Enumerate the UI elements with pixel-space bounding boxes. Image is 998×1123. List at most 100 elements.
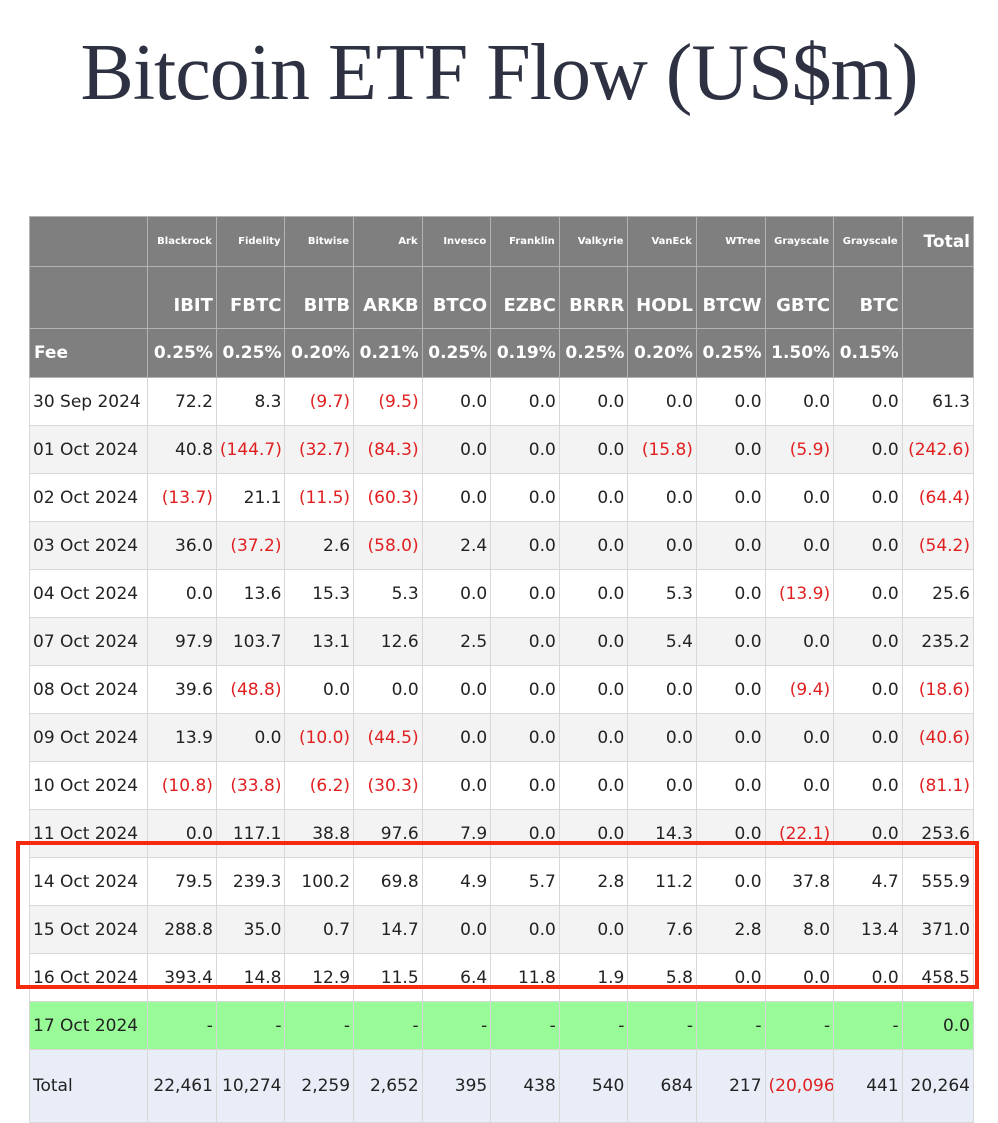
flow-cell: (5.9) (764, 425, 835, 474)
table-body: 30 Sep 2024 72.2 8.3 (9.7) (9.5) 0.0 0.0 0.0 0.0… (28, 377, 975, 1123)
ticker-header: HODL (627, 266, 697, 329)
flow-cell: 38.8 (284, 809, 355, 858)
flow-cell: 8.3 (215, 377, 286, 426)
row-total-cell: (242.6) (901, 425, 975, 474)
table-row: 30 Sep 2024 72.2 8.3 (9.7) (9.5) 0.0 0.0 0.0 0.0… (28, 377, 975, 426)
flow-cell: 0.0 (558, 713, 629, 762)
flow-cell: 72.2 (147, 377, 217, 426)
flow-cell: 0.0 (764, 953, 835, 1002)
date-cell: 14 Oct 2024 (28, 857, 149, 906)
table-row: 04 Oct 2024 0.0 13.6 15.3 5.3 0.0 0.0 0.0 5.3 0.0… (28, 569, 975, 618)
flow-cell: 0.0 (421, 473, 492, 522)
flow-cell: 0.0 (627, 761, 697, 810)
flow-cell: 13.9 (147, 713, 217, 762)
flow-cell: 0.0 (558, 521, 629, 570)
flow-cell: 2,652 (353, 1049, 423, 1123)
flow-cell: 0.0 (421, 377, 492, 426)
flow-cell: 2.8 (695, 905, 766, 954)
issuer-header: Valkyrie (558, 216, 629, 267)
flow-cell: 239.3 (215, 857, 286, 906)
flow-cell: 0.0 (833, 713, 903, 762)
table-row: 11 Oct 2024 0.0 117.1 38.8 97.6 7.9 0.0 0.0 14.3… (28, 809, 975, 858)
flow-cell: 0.0 (558, 425, 629, 474)
ticker-header: ARKB (353, 266, 423, 329)
flow-cell: 13.4 (833, 905, 903, 954)
flow-cell: 2.4 (421, 521, 492, 570)
flow-cell: 0.0 (764, 713, 835, 762)
flow-cell: 7.9 (421, 809, 492, 858)
flow-cell: 0.0 (490, 809, 560, 858)
flow-cell: 438 (490, 1049, 560, 1123)
table-row: 09 Oct 2024 13.9 0.0 (10.0) (44.5) 0.0 0.0 0.0 0… (28, 713, 975, 762)
fee-value: 0.25% (695, 328, 766, 378)
flow-cell: 0.0 (490, 665, 560, 714)
issuer-header: Grayscale (764, 216, 835, 267)
flow-cell: 0.0 (833, 425, 903, 474)
flow-cell: - (490, 1001, 560, 1050)
flow-cell: 0.0 (558, 761, 629, 810)
issuer-header: WTree (695, 216, 766, 267)
flow-cell: 0.0 (695, 617, 766, 666)
flow-cell: 0.0 (627, 521, 697, 570)
date-cell: 03 Oct 2024 (28, 521, 149, 570)
table-row: 01 Oct 2024 40.8 (144.7) (32.7) (84.3) 0.0 0.0… (28, 425, 975, 474)
issuer-header: Ark (353, 216, 423, 267)
table-row: 07 Oct 2024 97.9 103.7 13.1 12.6 2.5 0.0 0.0 5.4… (28, 617, 975, 666)
flow-cell: 5.3 (353, 569, 423, 618)
row-total-cell: (18.6) (901, 665, 975, 714)
table-row: 14 Oct 2024 79.5 239.3 100.2 69.8 4.9 5.7 2.8 11… (28, 857, 975, 906)
flow-cell: 395 (421, 1049, 492, 1123)
flow-cell: - (284, 1001, 355, 1050)
flow-cell: (33.8) (215, 761, 286, 810)
flow-cell: 0.0 (627, 665, 697, 714)
fee-total-cell (901, 328, 975, 378)
flow-cell: 0.0 (353, 665, 423, 714)
table-row: 15 Oct 2024 288.8 35.0 0.7 14.7 0.0 0.0 0.0 7.6 2… (28, 905, 975, 954)
flow-cell: 0.0 (490, 905, 560, 954)
row-total-cell: (64.4) (901, 473, 975, 522)
flow-cell: 0.0 (627, 713, 697, 762)
flow-cell: 0.0 (695, 809, 766, 858)
flow-cell: 10,274 (215, 1049, 286, 1123)
table-row: 08 Oct 2024 39.6 (48.8) 0.0 0.0 0.0 0.0 0.0 0.0 0… (28, 665, 975, 714)
table-row: 10 Oct 2024 (10.8) (33.8) (6.2) (30.3) 0.0 0.0… (28, 761, 975, 810)
date-cell: 15 Oct 2024 (28, 905, 149, 954)
flow-cell: 2.6 (284, 521, 355, 570)
ticker-header: FBTC (215, 266, 286, 329)
flow-cell: (11.5) (284, 473, 355, 522)
flow-cell: (6.2) (284, 761, 355, 810)
ticker-header: IBIT (147, 266, 217, 329)
flow-cell: 0.0 (421, 665, 492, 714)
flow-cell: - (215, 1001, 286, 1050)
flow-cell: (13.7) (147, 473, 217, 522)
row-total-cell: 555.9 (901, 857, 975, 906)
flow-cell: 393.4 (147, 953, 217, 1002)
flow-cell: 0.0 (833, 521, 903, 570)
flow-cell: 37.8 (764, 857, 835, 906)
flow-cell: 0.0 (695, 665, 766, 714)
flow-cell: 14.7 (353, 905, 423, 954)
flow-cell: (60.3) (353, 473, 423, 522)
flow-cell: 11.2 (627, 857, 697, 906)
date-cell: 02 Oct 2024 (28, 473, 149, 522)
flow-cell: 0.0 (421, 905, 492, 954)
flow-cell: 12.6 (353, 617, 423, 666)
flow-cell: 0.0 (833, 617, 903, 666)
issuer-header: Invesco (421, 216, 492, 267)
flow-cell: 4.7 (833, 857, 903, 906)
flow-cell: 5.7 (490, 857, 560, 906)
ticker-header-row: IBIT FBTC BITB ARKB BTCO EZBC BRRR HODL … (28, 266, 975, 329)
flow-cell: 21.1 (215, 473, 286, 522)
flow-cell: 103.7 (215, 617, 286, 666)
flow-cell: 0.0 (490, 761, 560, 810)
flow-cell: 0.0 (558, 473, 629, 522)
flow-cell: 0.0 (764, 377, 835, 426)
date-cell: 30 Sep 2024 (28, 377, 149, 426)
page-title: Bitcoin ETF Flow (US$m) (80, 29, 918, 117)
date-cell: 07 Oct 2024 (28, 617, 149, 666)
flow-cell: 1.9 (558, 953, 629, 1002)
flow-cell: 0.7 (284, 905, 355, 954)
total-header: Total (901, 216, 975, 267)
date-cell: 09 Oct 2024 (28, 713, 149, 762)
fee-value: 0.25% (215, 328, 286, 378)
